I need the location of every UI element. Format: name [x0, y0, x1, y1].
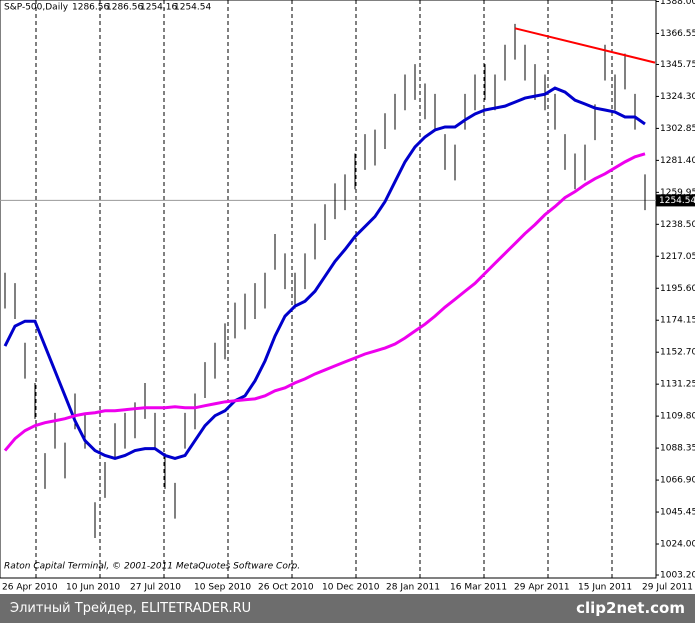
footer-bar: Элитный Трейдер, ELITETRADER.RU clip2net…: [0, 594, 695, 623]
y-tick-label: 1174.15: [660, 316, 695, 326]
y-tick-label: 1217.05: [660, 252, 695, 262]
x-tick-label: 29 Apr 2011: [514, 583, 570, 593]
y-tick-label: 1109.80: [660, 412, 695, 422]
y-tick-label: 1045.45: [660, 508, 695, 518]
header-value: 1254.54: [174, 3, 211, 13]
y-tick-label: 1345.75: [660, 60, 695, 70]
y-tick-label: 1259.95: [660, 188, 695, 198]
y-tick-label: 1066.90: [660, 476, 695, 486]
last-price-box: [656, 194, 695, 207]
header-value: 1286.56: [72, 3, 109, 13]
y-tick-label: 1131.25: [660, 380, 695, 390]
y-tick-label: 1024.00: [660, 540, 695, 550]
x-tick-label: 16 Mar 2011: [450, 583, 507, 593]
y-tick-label: 1088.35: [660, 444, 695, 454]
y-tick-label: 1003.20: [660, 571, 695, 581]
y-tick-label: 1388.00: [660, 0, 695, 7]
x-tick-label: 29 Jul 2011: [642, 583, 693, 593]
x-tick-label: 10 Sep 2010: [194, 583, 251, 593]
y-tick-label: 1366.55: [660, 29, 695, 39]
y-tick-label: 1238.50: [660, 220, 695, 230]
x-tick-label: 27 Jul 2010: [130, 583, 181, 593]
logo[interactable]: clip2net.com: [576, 599, 685, 617]
chart: S&P-500,Daily 1286.561286.561254.161254.…: [0, 0, 695, 593]
x-tick-label: 26 Apr 2010: [2, 583, 58, 593]
site-name: Элитный Трейдер, ELITETRADER.RU: [10, 601, 252, 616]
header: S&P-500,Daily 1286.561286.561254.161254.…: [4, 3, 211, 13]
header-value: 1286.56: [106, 3, 143, 13]
last-price-label: 1254.54: [659, 196, 695, 206]
y-tick-label: 1324.30: [660, 92, 695, 102]
y-tick-label: 1195.60: [660, 284, 695, 294]
moving-average: [3, 152, 646, 452]
moving-average: [3, 86, 646, 461]
x-tick-label: 28 Jan 2011: [386, 583, 440, 593]
y-tick-label: 1152.70: [660, 348, 695, 358]
trend-line: [514, 27, 656, 64]
y-tick-label: 1302.85: [660, 124, 695, 134]
x-tick-label: 26 Oct 2010: [258, 583, 314, 593]
copyright: Raton Capital Terminal, © 2001-2011 Meta…: [4, 562, 300, 572]
header-value: 1254.16: [140, 3, 177, 13]
x-tick-label: 10 Jun 2010: [66, 583, 120, 593]
x-tick-label: 10 Dec 2010: [322, 583, 380, 593]
plot-area: [0, 0, 657, 579]
y-tick-label: 1281.40: [660, 156, 695, 166]
x-tick-label: 15 Jun 2011: [578, 583, 632, 593]
